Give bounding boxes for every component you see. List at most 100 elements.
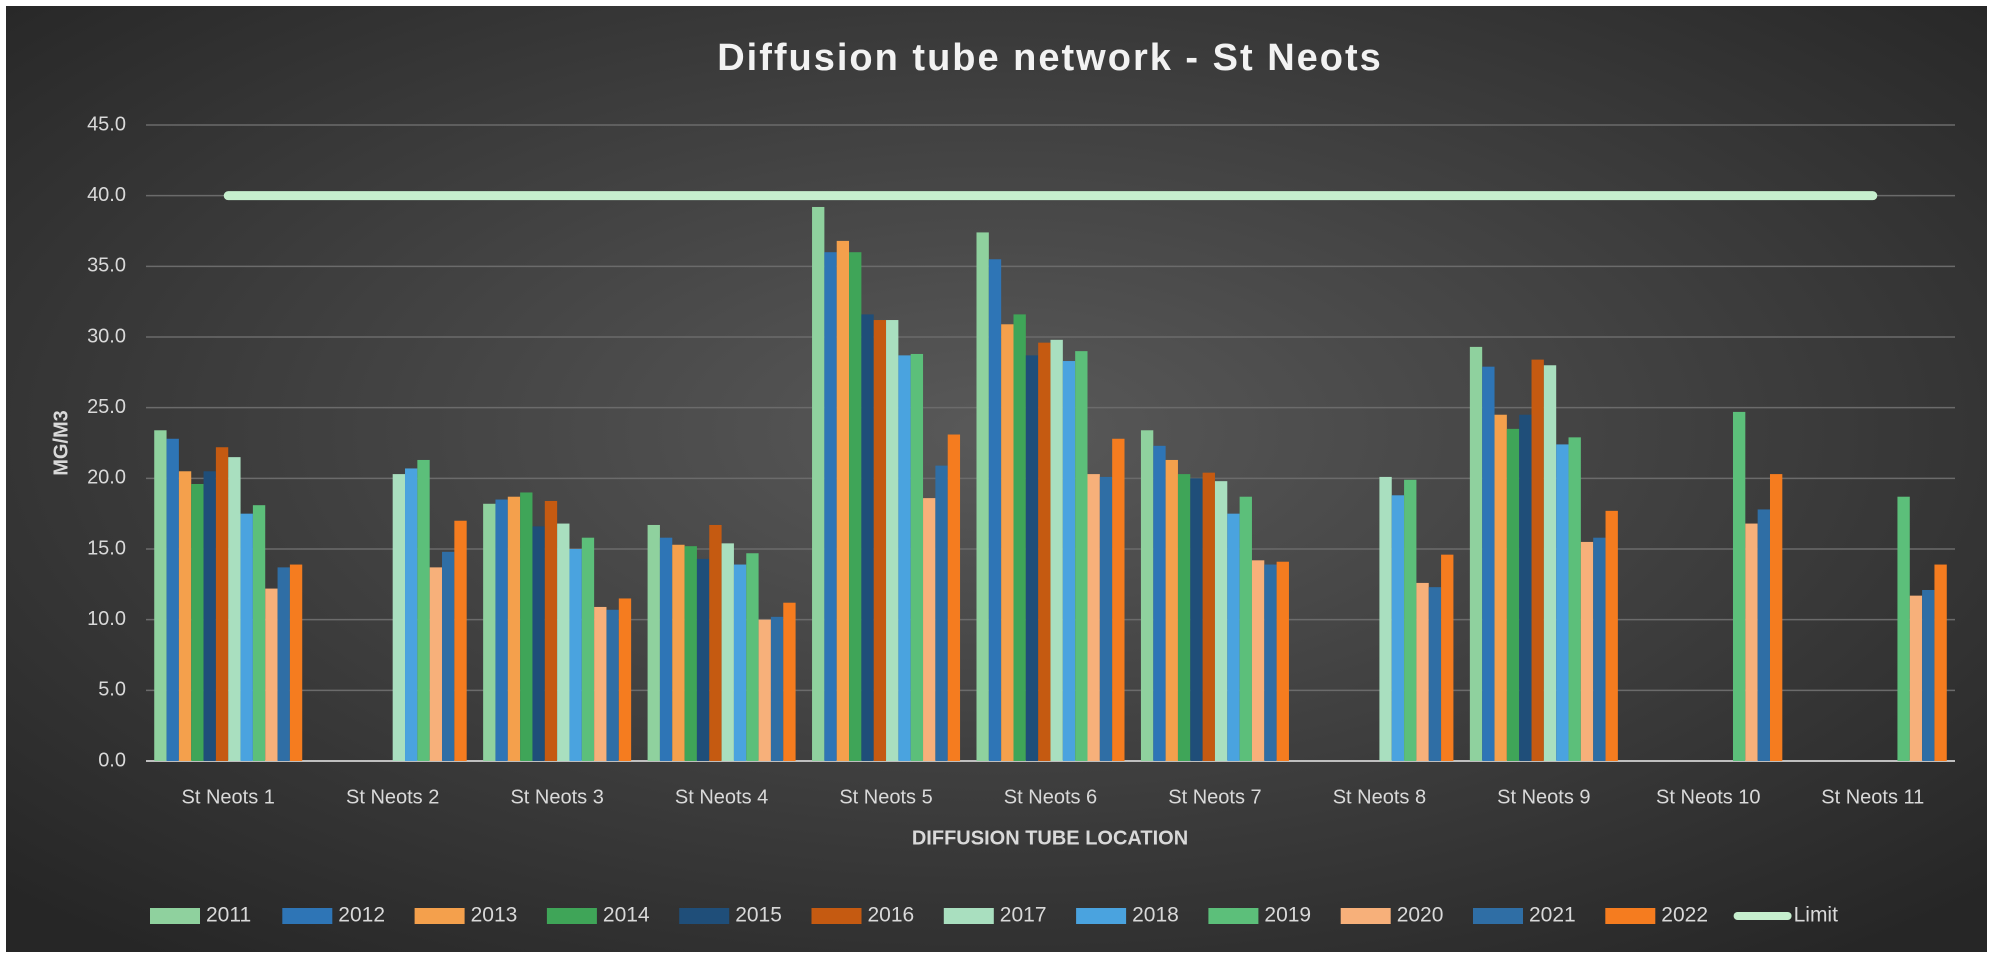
bars [154,206,1947,762]
bar [947,434,961,761]
bar [392,474,406,761]
bar [824,252,837,761]
legend-swatch [1076,908,1127,924]
legend-label: 2022 [1661,904,1708,927]
bar [1013,314,1026,761]
bar [709,524,722,761]
bar [495,499,508,761]
bar [405,468,418,761]
legend-label: 2015 [735,904,782,927]
bar [1251,560,1265,761]
y-axis-title: MG/M3 [50,410,72,476]
bar [988,259,1002,761]
bar [454,520,467,761]
x-tick-label: St Neots 2 [346,786,439,808]
bar [898,355,911,761]
bar [923,498,936,761]
bar [1934,564,1947,761]
legend-label: 2020 [1397,904,1444,927]
bar [1276,561,1289,761]
bar [166,438,179,761]
bar [1379,476,1392,761]
bar [569,549,582,761]
bar [1227,513,1240,761]
bar [1391,495,1405,761]
bar [240,513,253,761]
bar [1153,445,1166,761]
bar [721,543,734,761]
legend-label: 2013 [471,904,518,927]
y-tick-label: 45.0 [87,113,126,135]
bar [861,314,874,761]
bar [544,500,558,761]
bar [1062,361,1076,761]
legend-swatch [546,908,597,924]
legend-label: Limit [1794,904,1839,927]
x-tick-label: St Neots 11 [1821,786,1924,808]
labels: 0.0 5.0 10.0 15.0 20.0 25.0 30.0 35.0 40.0 45.0 St… [87,113,1924,808]
bar [1441,554,1454,761]
bar [1593,537,1606,761]
bar [594,606,607,761]
bar [557,523,570,761]
bar [1897,496,1910,761]
bar [1469,346,1483,761]
legend-label: 2019 [1264,904,1311,927]
bar [873,320,887,761]
bar [520,492,533,761]
bar [606,609,619,761]
bar [1239,496,1252,761]
legend-swatch [1208,908,1259,924]
legend-label: 2011 [206,904,251,927]
bar [1264,564,1277,761]
bar [228,457,241,761]
bar [647,524,660,761]
bar [1165,459,1178,761]
bar [1757,509,1770,761]
y-tick-label: 0.0 [98,749,126,771]
legend-swatch [414,908,465,924]
bar [252,505,266,761]
bar [770,616,784,761]
bar [1038,342,1051,761]
y-tick-label: 5.0 [98,679,126,701]
bar [758,619,771,761]
bar [696,558,710,761]
x-tick-label: St Neots 3 [510,786,603,808]
bar [1087,474,1100,761]
bar [1568,437,1581,761]
bar [417,459,430,761]
bar [812,206,825,761]
bar [672,544,685,761]
legend-swatch [1605,908,1656,924]
bar [1177,474,1191,761]
legend-label: 2021 [1529,904,1576,927]
bar [154,430,167,761]
bar [442,551,455,761]
legend-label: 2014 [603,904,650,927]
y-tick-label: 30.0 [87,325,126,347]
bar [1732,411,1746,761]
legend-swatch [1340,908,1391,924]
y-tick-label: 25.0 [87,396,126,418]
bar [1580,541,1594,761]
bar [1001,324,1014,761]
bar [277,567,290,761]
legend-label: 2012 [338,904,385,927]
y-tick-label: 15.0 [87,537,126,559]
x-tick-label: St Neots 6 [1004,786,1097,808]
x-tick-label: St Neots 1 [182,786,275,808]
x-tick-label: St Neots 8 [1333,786,1426,808]
legend-label: 2018 [1132,904,1179,927]
bar [1482,366,1495,761]
bar [1769,474,1783,761]
legend-swatch [943,908,994,924]
bar [265,588,278,761]
bar [1494,414,1507,761]
bar [178,471,192,761]
bar [1050,339,1063,761]
bar [203,471,216,761]
bar [1112,438,1125,761]
bar [886,320,899,761]
y-tick-label: 35.0 [87,255,126,277]
